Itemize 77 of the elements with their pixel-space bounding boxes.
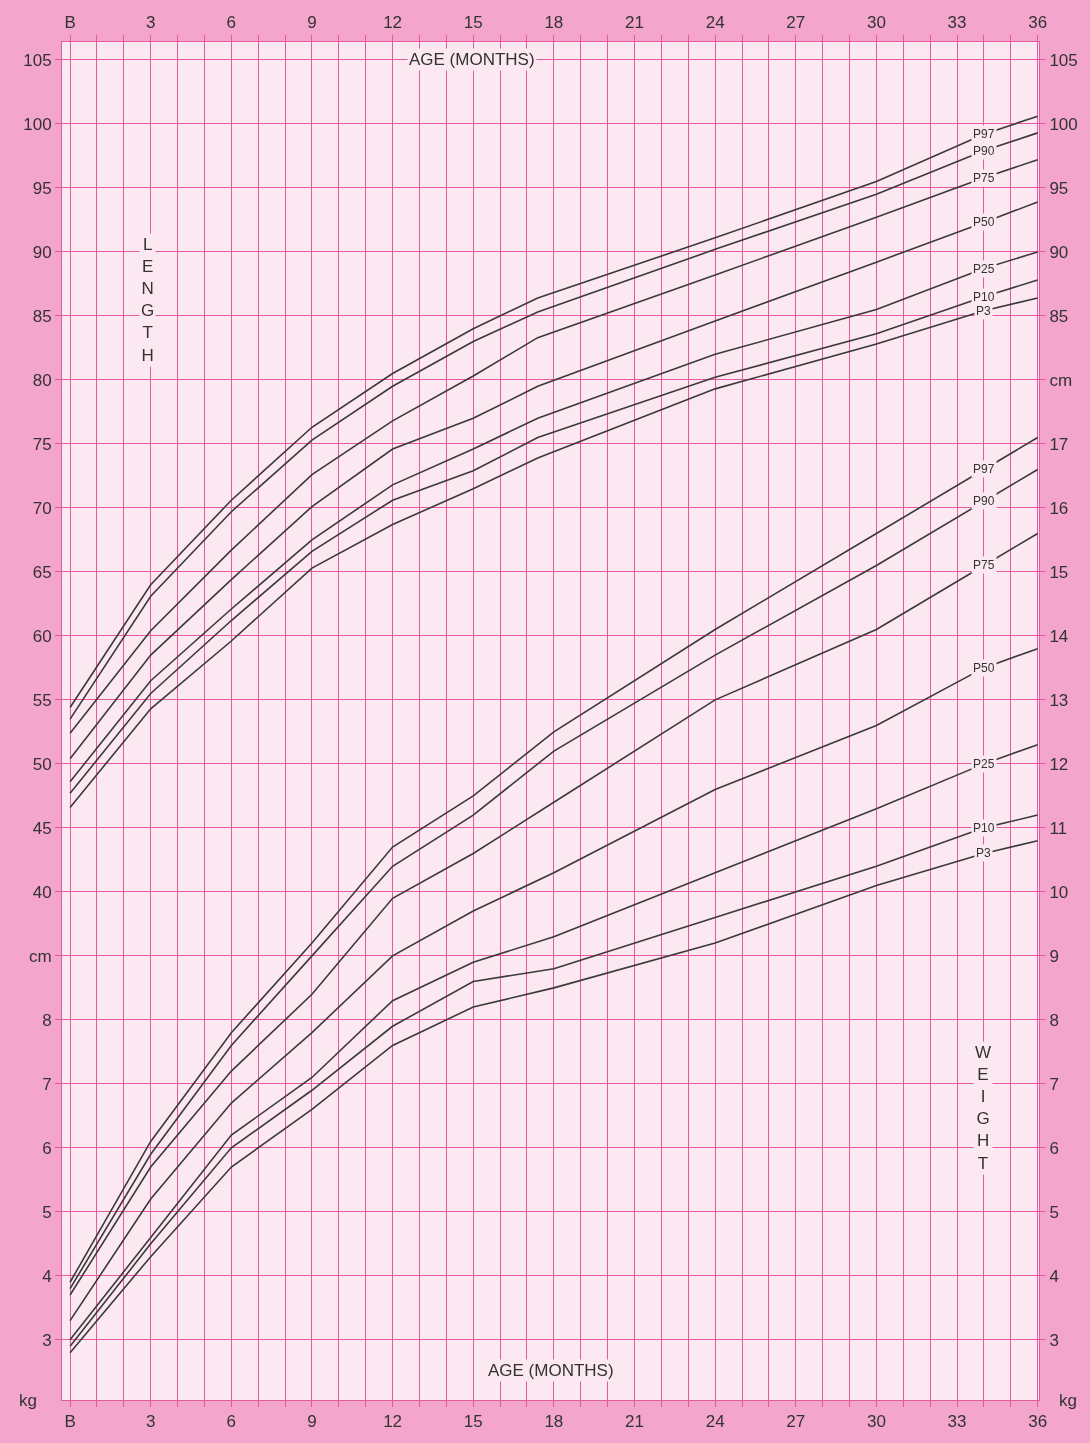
x-tick-label: 24 [705,1412,725,1432]
y2-tick-label: 90 [1049,242,1069,262]
y-tick-label: 8 [42,1010,52,1030]
y2-tick-label: 14 [1049,626,1069,646]
x-tick-label: 9 [307,1412,317,1432]
y2-tick-label: cm [1049,370,1073,390]
y2-tick-label: 12 [1049,754,1069,774]
x-tick-label: 12 [383,1412,403,1432]
y2-tick-label: 10 [1049,882,1069,902]
y-tick-label: 85 [32,306,52,326]
y-tick-label: 65 [32,562,52,582]
y2-tick-label: 4 [1049,1266,1059,1286]
y2-tick-label: 100 [1049,114,1078,134]
x-axis-title: AGE (MONTHS) [409,50,535,69]
y-tick-label: 3 [42,1330,52,1350]
y2-tick-label: 105 [1049,50,1078,70]
series-label: P3 [976,304,991,318]
x-tick-label: 9 [307,13,317,33]
y2-tick-label: 7 [1049,1074,1059,1094]
x-tick-label: 21 [625,13,644,33]
y-tick-label: 95 [32,178,52,198]
y2-tick-label: 15 [1049,562,1069,582]
y2-tick-label: 6 [1049,1138,1059,1158]
x-tick-label: 3 [145,1412,156,1432]
annotation: WEIGHT [975,1043,992,1173]
y-tick-label: 80 [32,370,52,390]
x-tick-label: 27 [786,13,806,33]
x-tick-label: 6 [226,13,237,33]
y2-tick-label: 5 [1049,1202,1059,1222]
y2-tick-label: 13 [1049,690,1069,710]
y-tick-label: 75 [32,434,52,454]
x-tick-label: 33 [947,1412,967,1432]
text: kg [1059,1391,1077,1410]
x-tick-label: 36 [1028,13,1048,33]
x-tick-label: 30 [866,1412,886,1432]
x-tick-label: 30 [866,13,886,33]
y-tick-label: 4 [42,1266,52,1286]
y2-tick-label: 16 [1049,498,1069,518]
x-tick-label: 24 [705,13,725,33]
x-tick-label: 18 [544,1412,564,1432]
y-tick-label: 50 [32,754,52,774]
y-tick-label: cm [28,946,52,966]
x-tick-label: 18 [544,13,564,33]
x-tick-label: B [64,1412,76,1432]
y2-tick-label: 17 [1049,434,1069,454]
y-tick-label: 90 [32,242,52,262]
x-tick-label: 3 [145,13,156,33]
x-tick-label: 27 [786,1412,806,1432]
x-tick-label: 21 [625,1412,644,1432]
x-tick-label: 15 [463,13,483,33]
y-tick-label: 5 [42,1202,52,1222]
y-tick-label: 6 [42,1138,52,1158]
y2-tick-label: 85 [1049,306,1069,326]
line-series [69,647,1039,1322]
y-tick-label: 100 [23,114,52,134]
x-tick-label: 15 [463,1412,483,1432]
y-tick-label: 55 [32,690,52,710]
x-tick-label: 36 [1028,1412,1048,1432]
y2-tick-label: 95 [1049,178,1069,198]
x-tick-label: 33 [947,13,967,33]
x-tick-label: 6 [226,1412,237,1432]
x-tick-label: B [64,13,76,33]
y-tick-label: 60 [32,626,52,646]
y-tick-label: 105 [23,50,52,70]
y-tick-label: 70 [32,498,52,518]
series-label: P3 [976,846,991,860]
y2-tick-label: 3 [1049,1330,1059,1350]
annotation: LENGTH [141,235,155,365]
y2-tick-label: 8 [1049,1010,1059,1030]
y2-tick-label: 9 [1049,946,1059,966]
x-tick-label: 12 [383,13,403,33]
y-tick-label: 40 [32,882,52,902]
text: kg [19,1391,37,1410]
y-tick-label: 45 [32,818,52,838]
x-axis-title: AGE (MONTHS) [488,1361,614,1380]
y2-tick-label: 11 [1049,818,1068,838]
y-tick-label: 7 [42,1074,52,1094]
